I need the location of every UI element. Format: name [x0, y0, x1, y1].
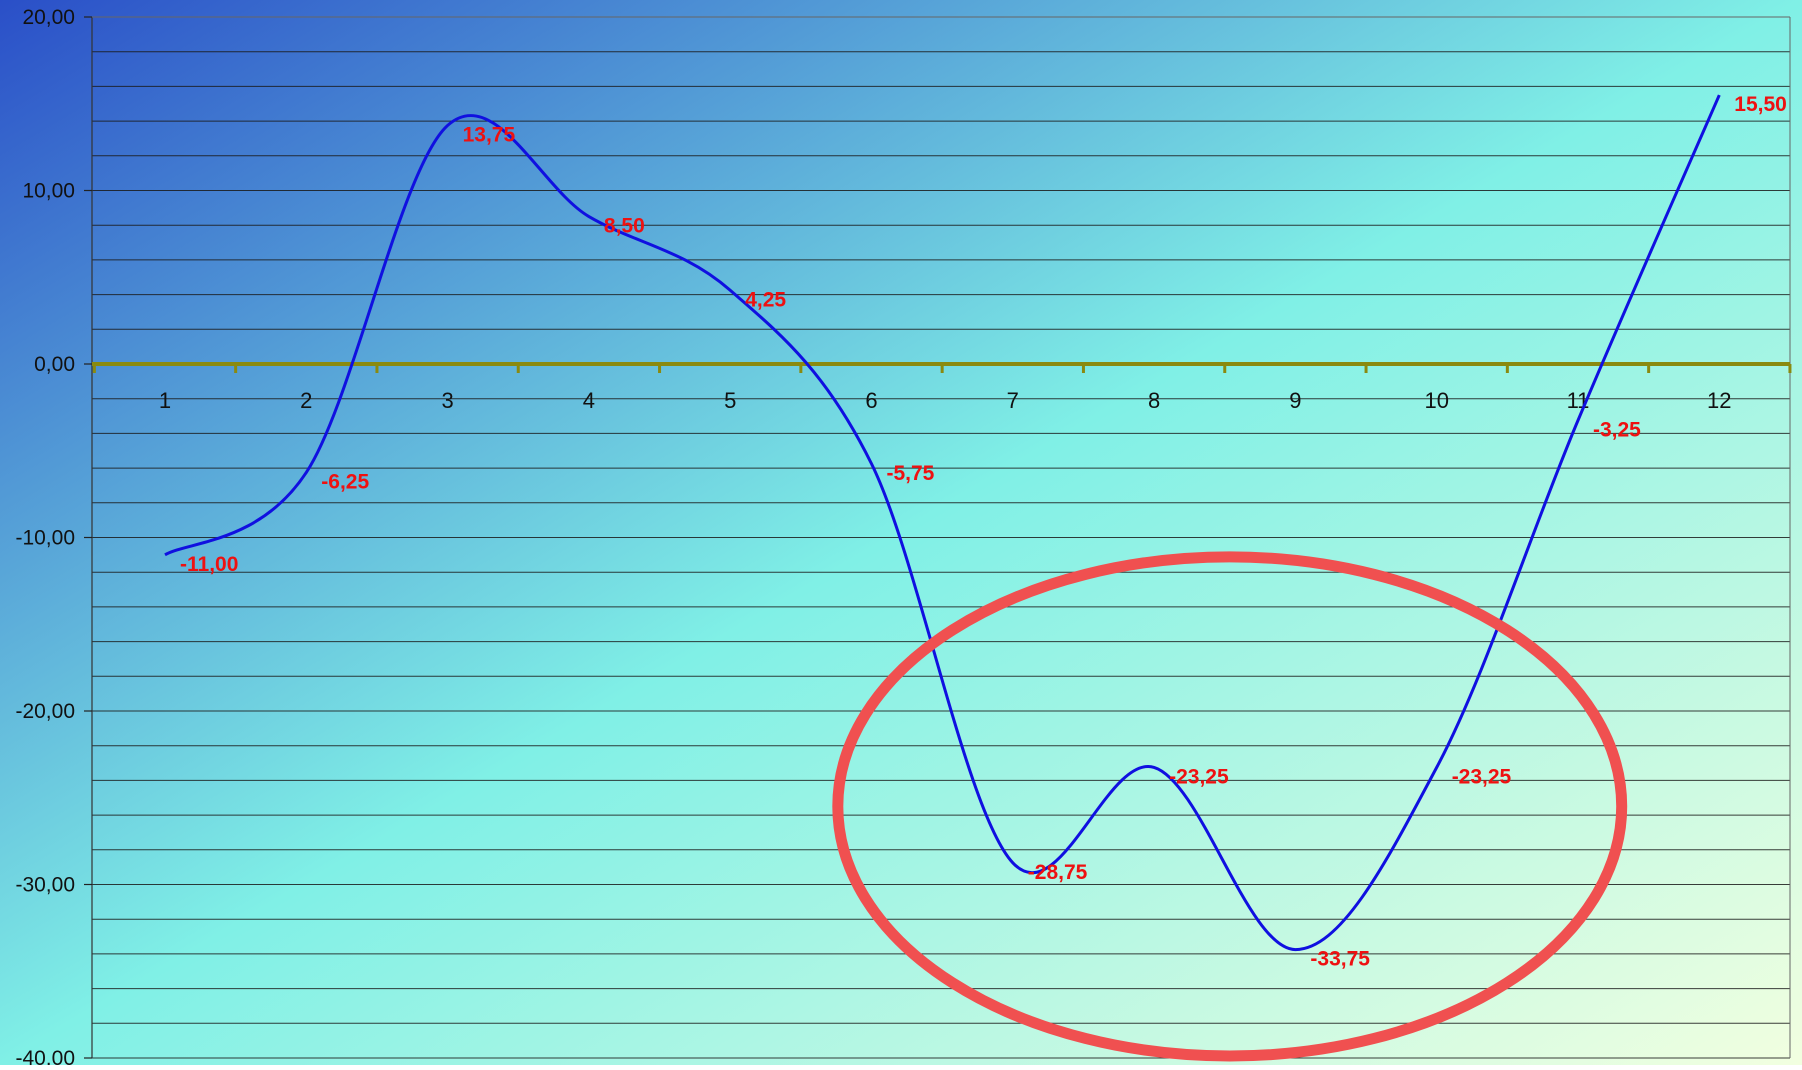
- x-tick-label: 1: [159, 388, 171, 413]
- data-label: -28,75: [1028, 861, 1088, 884]
- y-tick-label: 0,00: [34, 353, 75, 376]
- data-label: -11,00: [180, 553, 238, 576]
- data-label: -33,75: [1310, 948, 1370, 971]
- x-tick-label: 9: [1289, 388, 1301, 413]
- data-label: 4,25: [745, 288, 786, 311]
- y-tick-label: -20,00: [15, 700, 75, 723]
- data-label: 8,50: [604, 215, 645, 238]
- y-tick-label: 10,00: [22, 180, 75, 203]
- data-label: 13,75: [463, 123, 516, 146]
- data-label: -23,25: [1452, 765, 1512, 788]
- y-tick-label: -10,00: [15, 527, 75, 550]
- x-tick-label: 12: [1707, 388, 1731, 413]
- x-tick-label: 8: [1148, 388, 1160, 413]
- data-label: 15,50: [1734, 93, 1787, 116]
- data-label: -3,25: [1593, 418, 1641, 441]
- data-label: -23,25: [1169, 765, 1229, 788]
- x-tick-label: 10: [1424, 388, 1448, 413]
- x-tick-label: 3: [441, 388, 453, 413]
- y-tick-label: -30,00: [15, 874, 75, 897]
- y-tick-label: -40,00: [15, 1047, 75, 1065]
- data-label: -6,25: [321, 470, 369, 493]
- x-tick-label: 7: [1007, 388, 1019, 413]
- x-tick-label: 6: [865, 388, 877, 413]
- data-label: -5,75: [887, 462, 935, 485]
- x-tick-label: 5: [724, 388, 736, 413]
- y-tick-label: 20,00: [22, 6, 75, 29]
- x-tick-label: 2: [300, 388, 312, 413]
- x-tick-label: 4: [583, 388, 595, 413]
